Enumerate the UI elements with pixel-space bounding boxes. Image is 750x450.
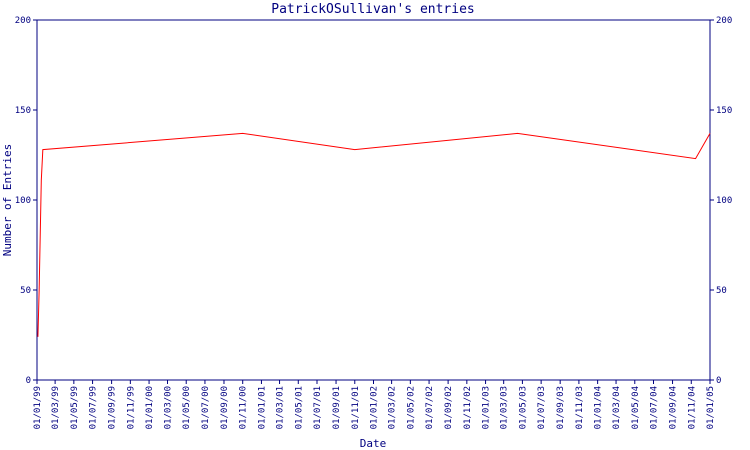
x-tick-label: 01/07/03	[537, 386, 547, 429]
y-tick-label: 150	[15, 106, 31, 116]
x-tick-label: 01/11/01	[351, 386, 361, 429]
x-tick-label: 01/03/99	[51, 386, 61, 429]
plot-frame	[36, 19, 711, 381]
y2-tick-label: 150	[716, 106, 732, 116]
x-tick-label: 01/07/99	[89, 386, 99, 429]
x-tick-label: 01/11/03	[575, 386, 585, 429]
x-tick-label: 01/03/04	[612, 386, 622, 429]
y-tick-label: 100	[15, 196, 31, 206]
y2-tick-label: 200	[716, 16, 732, 26]
x-tick-label: 01/01/99	[33, 386, 43, 429]
y2-tick-label: 0	[716, 376, 721, 386]
y-tick-label: 50	[20, 286, 31, 296]
x-tick-label: 01/09/03	[556, 386, 566, 429]
x-tick-label: 01/07/02	[425, 386, 435, 429]
x-tick-label: 01/11/00	[239, 386, 249, 429]
x-tick-label: 01/03/01	[276, 386, 286, 429]
x-tick-label: 01/11/04	[687, 386, 697, 429]
x-tick-label: 01/07/01	[313, 386, 323, 429]
x-tick-label: 01/05/03	[518, 386, 528, 429]
x-tick-label: 01/07/00	[201, 386, 211, 429]
x-tick-label: 01/05/04	[631, 386, 641, 429]
x-tick-label: 01/07/04	[650, 386, 660, 429]
x-tick-label: 01/03/02	[388, 386, 398, 429]
x-tick-label: 01/11/99	[126, 386, 136, 429]
x-tick-label: 01/11/02	[463, 386, 473, 429]
x-tick-label: 01/09/00	[220, 386, 230, 429]
y2-tick-label: 100	[716, 196, 732, 206]
y-tick-label: 0	[26, 376, 31, 386]
x-tick-label: 01/03/03	[500, 386, 510, 429]
x-tick-label: 01/05/99	[70, 386, 80, 429]
x-tick-label: 01/05/02	[406, 386, 416, 429]
x-tick-label: 01/09/04	[669, 386, 679, 429]
x-tick-label: 01/01/05	[706, 386, 716, 429]
series-line	[37, 132, 711, 337]
y2-tick-label: 50	[716, 286, 727, 296]
x-tick-label: 01/01/01	[257, 386, 267, 429]
x-tick-label: 01/05/01	[294, 386, 304, 429]
x-tick-label: 01/09/99	[108, 386, 118, 429]
x-tick-label: 01/05/00	[182, 386, 192, 429]
x-tick-label: 01/01/04	[594, 386, 604, 429]
x-axis-title: Date	[360, 437, 387, 450]
x-tick-label: 01/03/00	[163, 386, 173, 429]
y-axis-title: Number of Entries	[1, 144, 14, 257]
x-tick-label: 01/01/00	[145, 386, 155, 429]
chart-title: PatrickOSullivan's entries	[271, 2, 475, 17]
x-tick-label: 01/01/02	[370, 386, 380, 429]
x-tick-label: 01/01/03	[482, 386, 492, 429]
x-tick-label: 01/09/01	[332, 386, 342, 429]
x-tick-label: 01/09/02	[444, 386, 454, 429]
y-tick-label: 200	[15, 16, 31, 26]
